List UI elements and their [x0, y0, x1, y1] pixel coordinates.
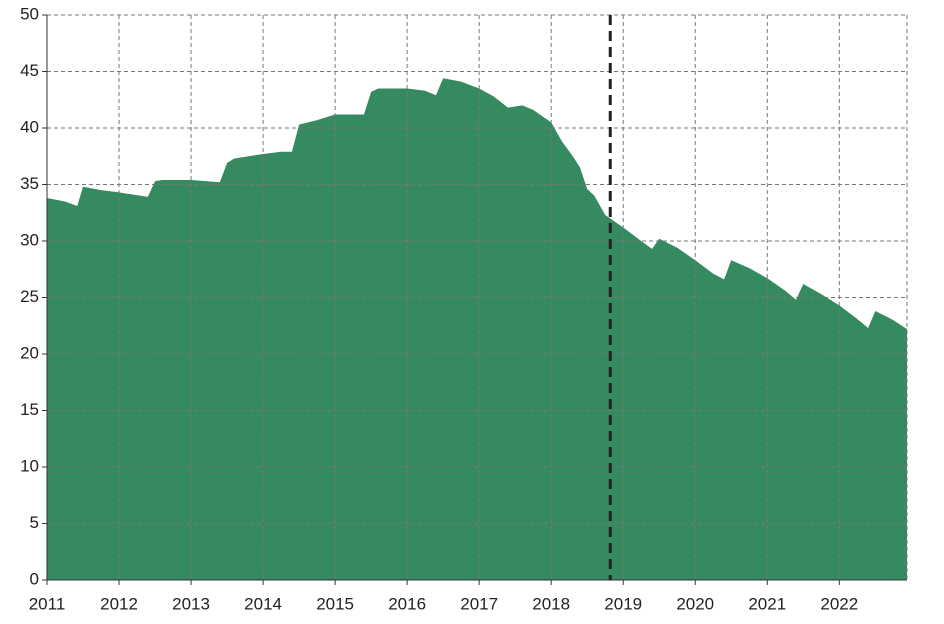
- x-tick-label: 2012: [100, 594, 138, 613]
- x-tick-label: 2017: [460, 594, 498, 613]
- y-tick-label: 40: [20, 117, 39, 136]
- x-tick-label: 2021: [748, 594, 786, 613]
- y-tick-label: 45: [20, 61, 39, 80]
- y-tick-label: 35: [20, 174, 39, 193]
- x-tick-label: 2018: [532, 594, 570, 613]
- y-tick-label: 50: [20, 4, 39, 23]
- y-tick-label: 30: [20, 230, 39, 249]
- area: [47, 78, 907, 580]
- y-tick-label: 10: [20, 456, 39, 475]
- x-tick-label: 2013: [172, 594, 210, 613]
- x-tick-label: 2014: [244, 594, 282, 613]
- y-tick-label: 25: [20, 287, 39, 306]
- x-tick-label: 2016: [388, 594, 426, 613]
- x-tick-label: 2019: [604, 594, 642, 613]
- y-tick-label: 15: [20, 400, 39, 419]
- y-tick-label: 5: [30, 513, 39, 532]
- x-tick-label: 2015: [316, 594, 354, 613]
- x-tick-label: 2011: [29, 594, 66, 613]
- y-tick-label: 20: [20, 343, 39, 362]
- x-tick-label: 2022: [820, 594, 858, 613]
- x-tick-label: 2020: [676, 594, 714, 613]
- y-tick-label: 0: [30, 569, 39, 588]
